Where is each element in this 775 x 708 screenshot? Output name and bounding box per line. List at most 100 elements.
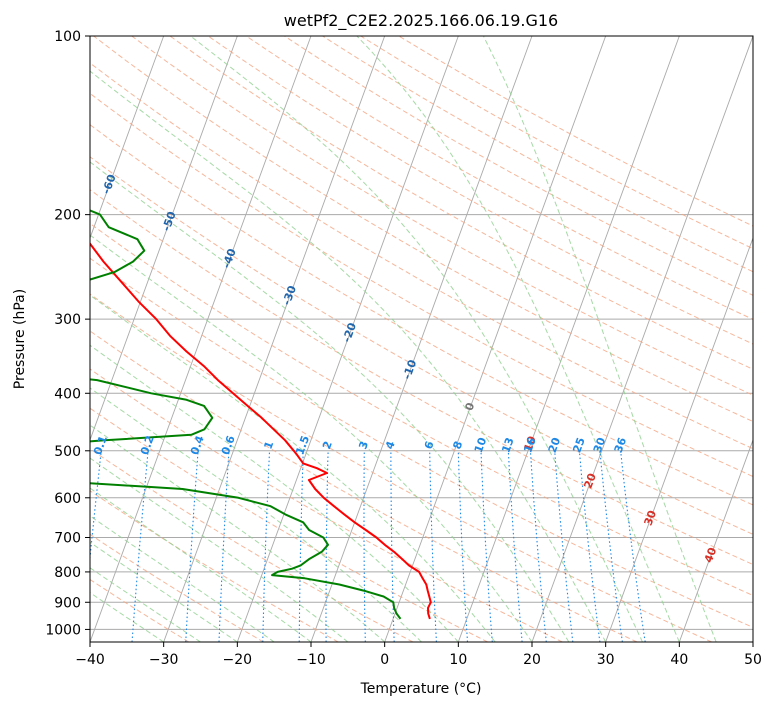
isotherm-label: -10 bbox=[400, 358, 419, 381]
isotherm-line bbox=[236, 36, 459, 642]
dry-adiabat-line bbox=[93, 36, 753, 423]
y-tick-label: 400 bbox=[54, 386, 81, 402]
dry-adiabat-line bbox=[90, 368, 563, 642]
mixing-ratio-line bbox=[185, 450, 199, 642]
x-tick-label: 0 bbox=[380, 652, 389, 668]
mixing-ratio-line bbox=[529, 450, 547, 642]
dry-adiabat-line bbox=[90, 330, 638, 642]
mixing-ratio-line bbox=[131, 450, 149, 642]
profile-lines bbox=[90, 209, 432, 620]
mixing-ratio-label: 8 bbox=[451, 439, 466, 451]
mixing-ratio-line bbox=[620, 450, 646, 642]
moist-adiabat-line bbox=[90, 487, 312, 642]
y-axis: 100 200 300 400 500 600 700 800 900 1000 bbox=[45, 29, 90, 638]
dry-adiabat-line bbox=[284, 36, 753, 296]
isotherm-label: -60 bbox=[100, 172, 119, 195]
x-tick-label: 10 bbox=[449, 652, 467, 668]
mixing-ratio-label: 0.6 bbox=[219, 434, 238, 457]
x-axis-title: Temperature (°C) bbox=[360, 681, 482, 697]
dry-adiabat-line bbox=[90, 92, 753, 478]
mixing-ratio-label: 6 bbox=[422, 439, 437, 451]
dry-adiabat-line bbox=[90, 189, 753, 566]
y-tick-label: 100 bbox=[54, 29, 81, 45]
dewpoint-profile-line bbox=[90, 209, 402, 620]
isotherm-line bbox=[90, 36, 238, 442]
x-tick-label: −20 bbox=[223, 652, 253, 668]
mixing-ratio-label: 36 bbox=[612, 435, 630, 454]
isotherm-line bbox=[457, 36, 680, 642]
y-tick-label: 300 bbox=[54, 312, 81, 328]
x-tick-label: 20 bbox=[523, 652, 541, 668]
x-tick-label: −30 bbox=[149, 652, 179, 668]
x-tick-label: 40 bbox=[670, 652, 688, 668]
moist-adiabat-line bbox=[90, 161, 570, 642]
mixing-ratio-label: 1.5 bbox=[293, 434, 312, 457]
dry-adiabat-line bbox=[90, 222, 753, 597]
dry-adiabat-line bbox=[90, 156, 753, 535]
isotherm-label: -30 bbox=[280, 284, 299, 307]
y-tick-label: 500 bbox=[54, 444, 81, 460]
dry-adiabat-line bbox=[90, 293, 712, 642]
temperature-profile-line bbox=[90, 242, 432, 620]
dry-adiabat-line bbox=[90, 407, 488, 642]
x-tick-label: 30 bbox=[597, 652, 615, 668]
moist-adiabat-line bbox=[90, 567, 201, 642]
dry-adiabat-line bbox=[90, 124, 753, 506]
isotherm-line bbox=[90, 36, 165, 240]
mixing-ratio-label: 20 bbox=[546, 435, 564, 454]
y-axis-title: Pressure (hPa) bbox=[12, 289, 28, 389]
moist-adiabat-line bbox=[90, 234, 533, 642]
mixing-ratio-label: 1 bbox=[262, 439, 277, 451]
isotherm-label: 0 bbox=[463, 401, 478, 413]
background-lines bbox=[90, 36, 753, 642]
moist-adiabat-line bbox=[356, 36, 680, 642]
moist-adiabat-line bbox=[190, 36, 643, 642]
isotherm-label: -40 bbox=[220, 247, 239, 270]
isotherm-label: 10 bbox=[521, 434, 539, 453]
mixing-ratio-label: 0.2 bbox=[138, 434, 157, 457]
x-tick-label: −10 bbox=[296, 652, 326, 668]
plot-frame bbox=[89, 35, 754, 643]
mixing-ratio-line bbox=[554, 450, 574, 642]
mixing-ratio-label: 0.4 bbox=[188, 434, 207, 457]
chart-title: wetPf2_C2E2.2025.166.06.19.G16 bbox=[284, 11, 558, 31]
dry-adiabat-line bbox=[90, 533, 264, 642]
moist-adiabat-line bbox=[90, 457, 349, 642]
y-tick-label: 800 bbox=[54, 565, 81, 581]
mixing-ratio-line bbox=[457, 450, 469, 642]
moist-adiabat-line bbox=[90, 70, 607, 642]
mixing-ratio-line bbox=[578, 450, 601, 642]
mixing-ratio-line bbox=[599, 450, 623, 642]
y-tick-label: 200 bbox=[54, 208, 81, 224]
mixing-ratio-line bbox=[218, 450, 230, 642]
mixing-ratio-label: 2 bbox=[320, 439, 335, 451]
mixing-ratio-line bbox=[507, 450, 523, 642]
mixing-ratio-label: 16 bbox=[521, 435, 539, 454]
dry-adiabat-line bbox=[90, 257, 753, 628]
mixing-ratio-label: 25 bbox=[570, 436, 587, 455]
moist-adiabat-line bbox=[90, 344, 459, 642]
isotherm-line bbox=[384, 36, 607, 642]
isotherm-label: -50 bbox=[160, 209, 179, 232]
mixing-ratio-label: 13 bbox=[499, 436, 516, 455]
mixing-ratio-label: 0.1 bbox=[91, 434, 110, 457]
isotherm-label: 40 bbox=[702, 545, 720, 564]
isotherm-line bbox=[163, 36, 386, 642]
mixing-ratio-label: 30 bbox=[591, 435, 609, 454]
mixing-ratio-label: 10 bbox=[472, 435, 490, 454]
y-tick-label: 700 bbox=[54, 531, 81, 547]
mixing-ratio-label: 3 bbox=[356, 439, 371, 451]
isotherm-label: -20 bbox=[340, 321, 359, 344]
moist-adiabat-line bbox=[90, 515, 275, 642]
y-tick-label: 900 bbox=[54, 595, 81, 611]
isotherm-line bbox=[605, 236, 753, 642]
mixing-ratio-line bbox=[480, 450, 493, 642]
y-tick-label: 600 bbox=[54, 491, 81, 507]
moist-adiabat-line bbox=[90, 592, 164, 642]
mixing-ratio-line bbox=[90, 450, 102, 563]
dry-adiabat-line bbox=[245, 36, 753, 320]
moist-adiabat-line bbox=[90, 541, 238, 642]
y-tick-label: 1000 bbox=[45, 622, 81, 638]
x-axis: −40 −30 −20 −10 0 10 20 30 40 50 bbox=[75, 642, 762, 668]
